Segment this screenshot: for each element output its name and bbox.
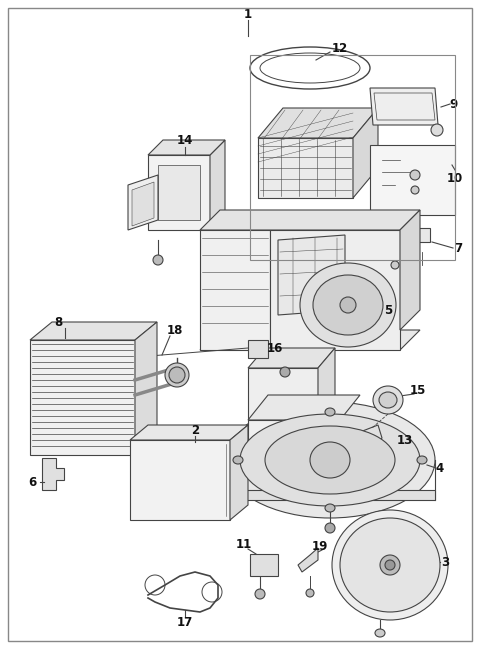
Polygon shape — [248, 368, 318, 420]
Ellipse shape — [255, 589, 265, 599]
Text: 1: 1 — [244, 8, 252, 21]
Ellipse shape — [340, 297, 356, 313]
Bar — [370, 145, 455, 215]
Ellipse shape — [375, 629, 385, 637]
Ellipse shape — [169, 367, 185, 383]
Text: 6: 6 — [28, 476, 36, 489]
Text: 4: 4 — [436, 461, 444, 474]
Bar — [130, 440, 230, 520]
Polygon shape — [270, 230, 400, 350]
Ellipse shape — [411, 186, 419, 194]
Bar — [248, 340, 268, 358]
Polygon shape — [225, 490, 435, 500]
Text: 12: 12 — [332, 42, 348, 55]
Polygon shape — [370, 88, 438, 125]
Polygon shape — [200, 330, 420, 350]
Ellipse shape — [325, 504, 335, 512]
Text: 2: 2 — [191, 424, 199, 437]
Bar — [250, 55, 455, 260]
Polygon shape — [360, 425, 382, 446]
Ellipse shape — [165, 363, 189, 387]
Polygon shape — [400, 210, 420, 330]
Text: 3: 3 — [441, 556, 449, 569]
Polygon shape — [130, 425, 248, 440]
Ellipse shape — [280, 367, 290, 377]
Text: 11: 11 — [236, 537, 252, 550]
Ellipse shape — [410, 170, 420, 180]
Polygon shape — [135, 322, 157, 455]
Bar — [30, 340, 135, 455]
Polygon shape — [248, 348, 335, 368]
Ellipse shape — [325, 523, 335, 533]
Polygon shape — [278, 235, 345, 315]
Ellipse shape — [385, 560, 395, 570]
Text: 13: 13 — [397, 434, 413, 447]
Polygon shape — [258, 138, 353, 198]
Text: 17: 17 — [177, 615, 193, 628]
Bar — [250, 554, 278, 576]
Ellipse shape — [391, 261, 399, 269]
Ellipse shape — [380, 555, 400, 575]
Polygon shape — [200, 230, 270, 350]
Polygon shape — [210, 140, 225, 230]
Polygon shape — [128, 175, 158, 230]
Text: 8: 8 — [54, 315, 62, 328]
Text: 16: 16 — [267, 341, 283, 354]
Ellipse shape — [306, 589, 314, 597]
Ellipse shape — [265, 426, 395, 494]
Polygon shape — [42, 458, 64, 490]
Polygon shape — [132, 182, 154, 226]
Ellipse shape — [431, 124, 443, 136]
Polygon shape — [230, 425, 248, 520]
Ellipse shape — [332, 510, 448, 620]
Polygon shape — [248, 420, 340, 460]
Ellipse shape — [225, 402, 435, 518]
Text: 5: 5 — [384, 304, 392, 317]
Text: 19: 19 — [312, 539, 328, 552]
Ellipse shape — [310, 442, 350, 478]
Ellipse shape — [300, 263, 396, 347]
Polygon shape — [200, 210, 420, 230]
Ellipse shape — [325, 408, 335, 416]
Ellipse shape — [373, 386, 403, 414]
Ellipse shape — [417, 456, 427, 464]
Text: 10: 10 — [447, 171, 463, 184]
Polygon shape — [248, 395, 360, 420]
Polygon shape — [318, 348, 335, 420]
Ellipse shape — [240, 414, 420, 506]
Text: 14: 14 — [177, 134, 193, 147]
Ellipse shape — [233, 456, 243, 464]
Text: 7: 7 — [454, 241, 462, 254]
Polygon shape — [390, 228, 430, 252]
Polygon shape — [148, 155, 210, 230]
Ellipse shape — [340, 518, 440, 612]
Polygon shape — [353, 108, 378, 198]
Text: 15: 15 — [410, 384, 426, 397]
Polygon shape — [148, 140, 225, 155]
Polygon shape — [158, 165, 200, 220]
Ellipse shape — [379, 392, 397, 408]
Text: 9: 9 — [449, 97, 457, 110]
Polygon shape — [30, 322, 157, 340]
Text: 18: 18 — [167, 323, 183, 336]
Polygon shape — [258, 108, 378, 138]
Ellipse shape — [313, 275, 383, 335]
Ellipse shape — [153, 255, 163, 265]
Polygon shape — [298, 548, 318, 572]
